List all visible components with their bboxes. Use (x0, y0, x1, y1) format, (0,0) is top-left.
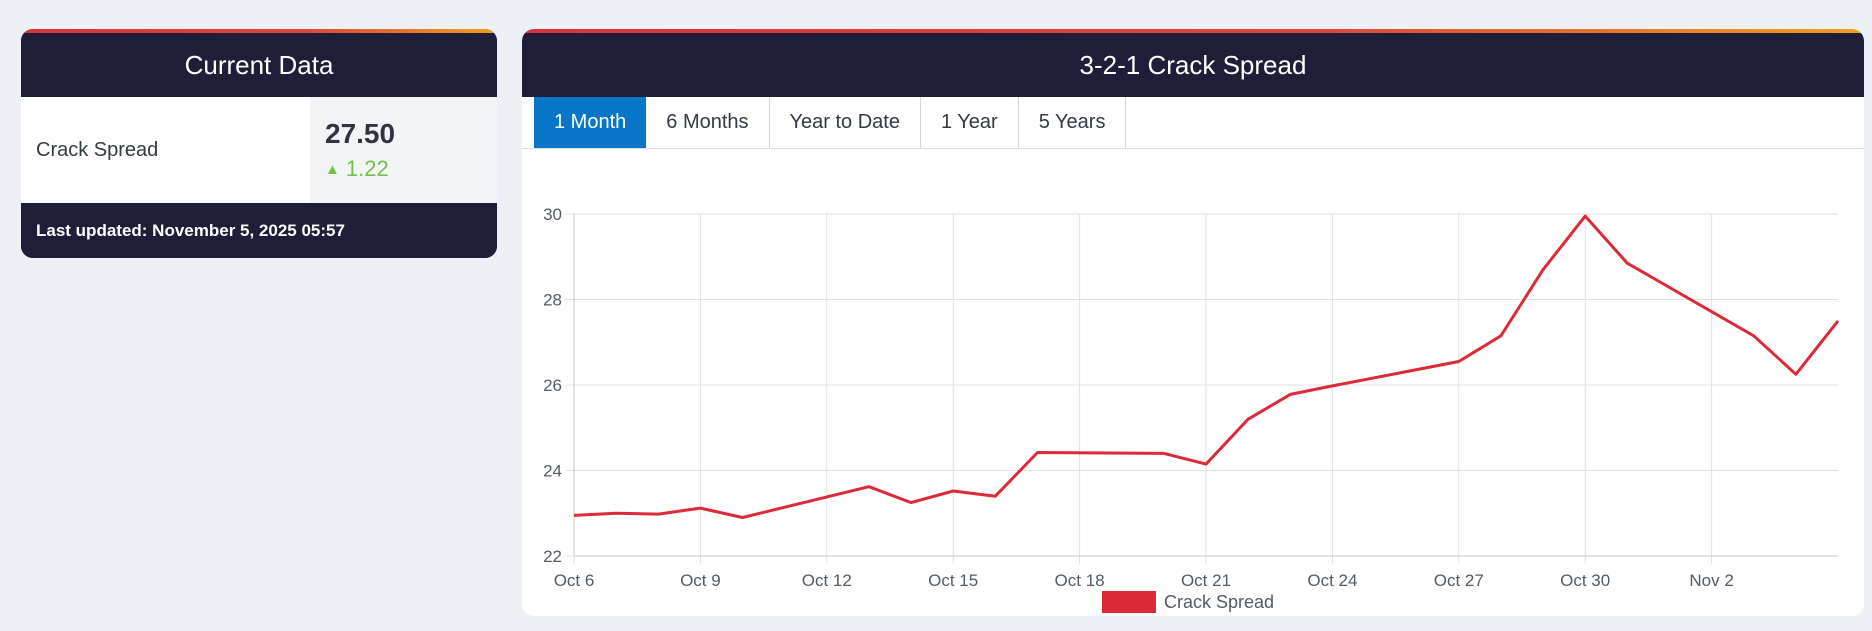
chart-card: 3-2-1 Crack Spread 1 Month 6 Months Year… (522, 29, 1864, 616)
crack-spread-value: 27.50 (325, 118, 396, 149)
legend-swatch (1102, 591, 1156, 613)
x-tick-label: Oct 27 (1434, 571, 1484, 590)
y-tick-label: 30 (543, 205, 562, 224)
tab-5-years[interactable]: 5 Years (1018, 97, 1127, 148)
crack-spread-values: 27.50 ▲ 1.22 (310, 97, 497, 203)
range-tabs: 1 Month 6 Months Year to Date 1 Year 5 Y… (522, 97, 1864, 149)
x-tick-label: Oct 6 (554, 571, 595, 590)
y-tick-label: 28 (543, 291, 562, 310)
tab-1-month[interactable]: 1 Month (534, 97, 647, 148)
x-tick-label: Oct 21 (1181, 571, 1231, 590)
last-updated: Last updated: November 5, 2025 05:57 (21, 203, 497, 258)
y-tick-label: 26 (543, 376, 562, 395)
series-line-crack-spread (573, 214, 1840, 519)
current-data-card: Current Data Crack Spread 27.50 ▲ 1.22 L… (21, 29, 497, 258)
chart-title: 3-2-1 Crack Spread (522, 33, 1864, 97)
x-tick-label: Oct 12 (802, 571, 852, 590)
current-data-title: Current Data (21, 33, 497, 97)
y-tick-label: 24 (543, 462, 562, 481)
tab-6-months[interactable]: 6 Months (646, 97, 770, 148)
legend-label: Crack Spread (1164, 592, 1274, 612)
triangle-up-icon: ▲ (325, 160, 340, 178)
x-tick-label: Oct 15 (928, 571, 978, 590)
crack-spread-change: ▲ 1.22 (325, 156, 497, 182)
change-value: 1.22 (345, 156, 389, 181)
x-tick-label: Oct 24 (1307, 571, 1357, 590)
crack-spread-chart: 22 24 26 28 30 Oct 6 Oct 9 Oct 12 Oct 15 Oct 18 Oc… (543, 205, 1840, 613)
tab-year-to-date[interactable]: Year to Date (769, 97, 921, 148)
tab-1-year[interactable]: 1 Year (920, 97, 1019, 148)
accent-bar (522, 29, 1864, 33)
x-tick-label: Oct 9 (680, 571, 721, 590)
x-tick-label: Oct 30 (1560, 571, 1610, 590)
crack-spread-label: Crack Spread (36, 138, 159, 161)
y-tick-label: 22 (543, 547, 562, 566)
crack-spread-row: Crack Spread 27.50 ▲ 1.22 (21, 97, 497, 203)
x-tick-label: Oct 18 (1055, 571, 1105, 590)
x-tick-label: Nov 2 (1689, 571, 1733, 590)
accent-bar (21, 29, 497, 33)
